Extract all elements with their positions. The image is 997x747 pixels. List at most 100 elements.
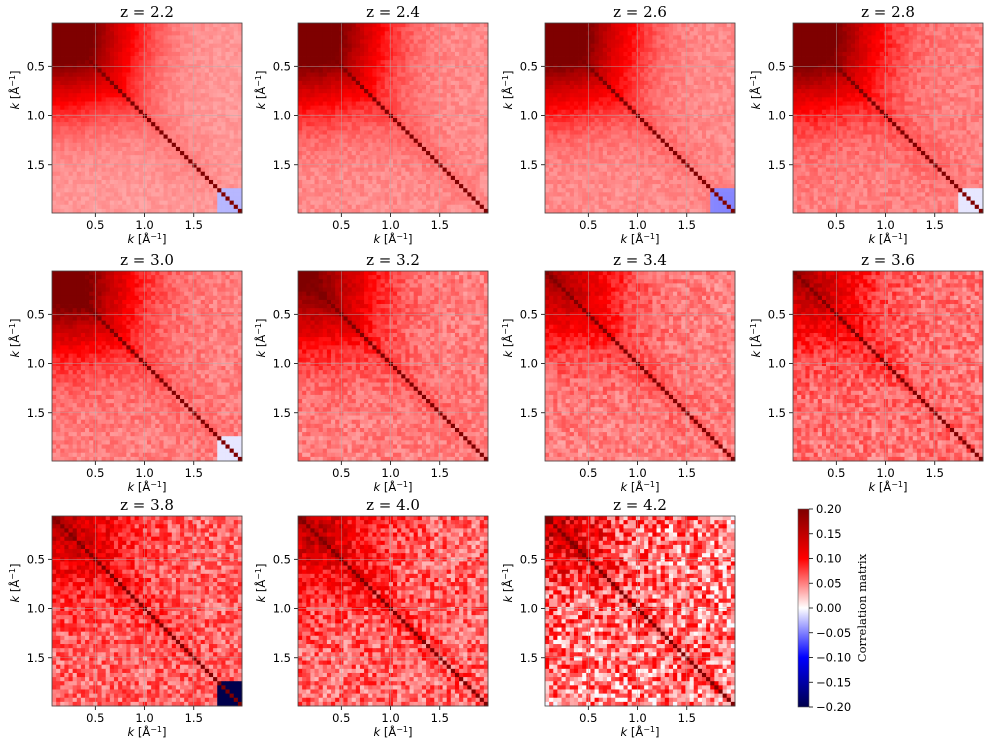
heatmap-cell xyxy=(184,196,189,202)
heatmap-cell xyxy=(384,39,390,45)
heatmap-cell xyxy=(184,47,189,53)
heatmap-cell xyxy=(113,72,119,78)
heatmap-cell xyxy=(463,35,468,40)
heatmap-cell xyxy=(56,89,61,94)
heatmap-cell xyxy=(225,109,231,115)
heatmap-cell xyxy=(372,155,377,160)
heatmap-cell xyxy=(192,122,197,127)
heatmap-cell xyxy=(644,60,649,65)
heatmap-cell xyxy=(302,200,307,206)
heatmap-cell xyxy=(355,35,361,40)
heatmap-cell xyxy=(204,130,210,135)
heatmap-cell xyxy=(105,171,111,177)
heatmap-cell xyxy=(85,23,90,28)
heatmap-cell xyxy=(347,171,353,177)
heatmap-cell xyxy=(405,56,410,61)
heatmap-cell xyxy=(442,68,448,73)
heatmap-cell xyxy=(109,192,115,197)
heatmap-cell xyxy=(442,138,448,144)
heatmap-cell xyxy=(409,171,415,177)
heatmap-cell xyxy=(101,109,107,115)
heatmap-cell xyxy=(359,43,365,49)
heatmap-cell xyxy=(355,155,361,160)
heatmap-cell xyxy=(155,200,160,206)
heatmap-cell xyxy=(343,60,348,65)
heatmap-cell xyxy=(142,151,148,156)
heatmap-cell xyxy=(446,97,452,102)
heatmap-cell xyxy=(302,155,307,160)
heatmap-cell xyxy=(479,56,485,61)
heatmap-cell xyxy=(347,192,353,197)
heatmap-cell xyxy=(598,43,604,49)
heatmap-cell xyxy=(397,126,402,131)
heatmap-cell xyxy=(573,60,579,65)
heatmap-cell xyxy=(355,171,361,177)
heatmap-cell xyxy=(401,192,406,197)
heatmap-cell xyxy=(97,167,102,173)
heatmap-cell xyxy=(355,118,361,123)
heatmap-cell xyxy=(619,76,624,82)
heatmap-cell xyxy=(475,80,481,86)
heatmap-cell xyxy=(331,192,336,197)
heatmap-cell xyxy=(163,80,169,86)
heatmap-cell xyxy=(463,109,468,115)
heatmap-cell xyxy=(213,68,218,73)
heatmap-cell xyxy=(85,113,90,119)
heatmap-cell xyxy=(159,89,164,94)
heatmap-cell xyxy=(397,184,402,189)
heatmap-cell xyxy=(397,138,402,144)
heatmap-cell xyxy=(175,126,181,131)
heatmap-cell xyxy=(483,39,489,45)
heatmap-cell xyxy=(163,31,169,36)
heatmap-cell xyxy=(631,60,637,65)
heatmap-cell xyxy=(384,60,390,65)
heatmap-cell xyxy=(380,151,386,156)
heatmap-cell xyxy=(454,31,460,36)
heatmap-cell xyxy=(557,68,562,73)
heatmap-cell xyxy=(417,142,423,148)
heatmap-cell xyxy=(561,27,567,32)
heatmap-cell xyxy=(459,175,464,181)
heatmap-cell xyxy=(221,171,226,177)
heatmap-cell xyxy=(56,68,61,73)
heatmap-cell xyxy=(163,105,169,111)
heatmap-cell xyxy=(314,89,320,94)
heatmap-cell xyxy=(155,80,160,86)
heatmap-cell xyxy=(459,76,464,82)
heatmap-cell xyxy=(459,68,464,73)
heatmap-cell xyxy=(221,84,226,90)
heatmap-cell xyxy=(314,134,320,140)
heatmap-cell xyxy=(134,175,140,181)
heatmap-cell xyxy=(442,134,448,140)
heatmap-cell xyxy=(335,151,340,156)
heatmap-cell xyxy=(368,84,373,90)
heatmap-cell xyxy=(113,142,119,148)
heatmap-cell xyxy=(343,208,348,214)
heatmap-cell xyxy=(221,68,226,73)
heatmap-cell xyxy=(351,122,357,127)
heatmap-cell xyxy=(384,159,390,164)
heatmap-cell xyxy=(438,138,443,144)
heatmap-cell xyxy=(565,72,571,78)
heatmap-cell xyxy=(364,31,369,36)
heatmap-cell xyxy=(565,80,571,86)
heatmap-cell xyxy=(167,188,173,193)
heatmap-cell xyxy=(64,72,69,78)
heatmap-cell xyxy=(142,68,148,73)
heatmap-cell xyxy=(118,97,123,102)
heatmap-cell xyxy=(549,23,554,28)
heatmap-cell xyxy=(479,184,485,189)
heatmap-cell xyxy=(569,43,575,49)
heatmap-cell xyxy=(405,89,410,94)
heatmap-cell xyxy=(463,80,468,86)
heatmap-cell xyxy=(64,134,69,140)
heatmap-cell xyxy=(450,105,456,111)
heatmap-cell xyxy=(138,31,144,36)
heatmap-cell xyxy=(388,89,394,94)
heatmap-cell xyxy=(549,35,554,40)
heatmap-cell xyxy=(421,97,427,102)
heatmap-cell xyxy=(85,118,90,123)
heatmap-cell xyxy=(376,43,382,49)
heatmap-cell xyxy=(351,97,357,102)
heatmap-cell xyxy=(213,151,218,156)
